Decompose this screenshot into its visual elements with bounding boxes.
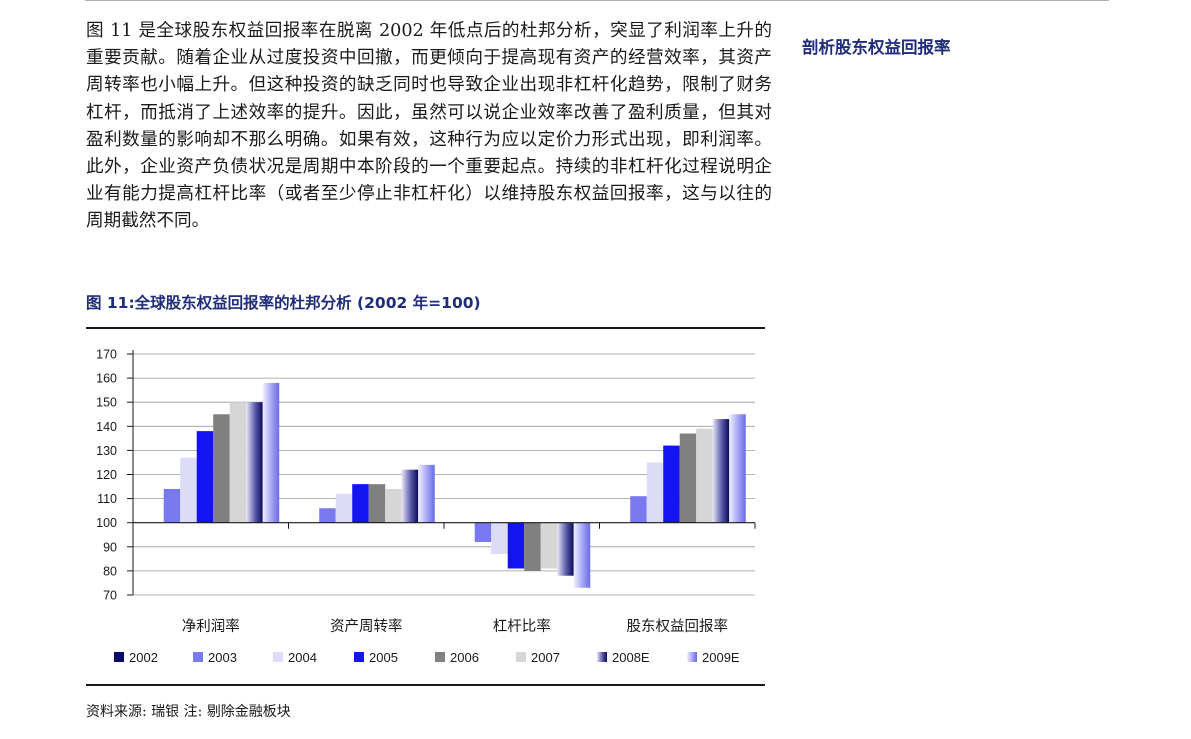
legend: 2002 2003 2004 2005 2006 2007 2008E 2009E: [114, 650, 740, 665]
y-tick-label: 140: [96, 420, 117, 434]
legend-label: 2002: [129, 650, 158, 665]
legend-swatch-2004: [273, 652, 283, 662]
legend-swatch-2006: [435, 652, 445, 662]
bar-2008E-净利润率: [246, 402, 263, 523]
y-tick-label: 160: [96, 372, 117, 386]
bar-2008E-股东权益回报率: [712, 419, 730, 523]
bar-2004-净利润率: [180, 457, 197, 523]
bar-2009E-股东权益回报率: [729, 414, 746, 523]
bar-2006-杠杆比率: [524, 522, 541, 571]
bar-2009E-杠杆比率: [573, 522, 591, 588]
bar-2005-股东权益回报率: [663, 445, 680, 523]
legend-label: 2005: [369, 650, 398, 665]
bar-2007-股东权益回报率: [696, 428, 713, 523]
y-tick-label: 80: [103, 564, 117, 578]
bar-2006-资产周转率: [368, 484, 386, 523]
bar-2004-资产周转率: [335, 493, 353, 523]
header-rule: [85, 0, 1109, 1]
axes: [127, 350, 756, 596]
bar-2008E-杠杆比率: [557, 522, 574, 576]
bar-2004-股东权益回报率: [646, 462, 664, 523]
source-note: 资料来源: 瑞银 注: 剔除金融板块: [86, 704, 291, 720]
y-tick-label: 130: [96, 444, 117, 458]
y-tick-label: 110: [97, 492, 117, 506]
y-tick-label: 100: [96, 516, 117, 530]
bar-2003-杠杆比率: [474, 522, 492, 542]
y-tick-label: 120: [96, 468, 117, 482]
legend-label: 2009E: [702, 650, 740, 665]
bar-2008E-资产周转率: [401, 469, 419, 523]
bar-2003-净利润率: [163, 488, 181, 523]
dupont-bar-chart: 70 80 90 100 110 120 130 140 150 160 170 净利润率 资产周转率…: [96, 348, 756, 665]
y-tick-label: 150: [96, 396, 117, 410]
legend-label: 2008E: [612, 650, 650, 665]
legend-swatch-2009E: [687, 652, 697, 662]
bar-2007-资产周转率: [385, 488, 402, 523]
bar-2004-杠杆比率: [491, 522, 508, 555]
legend-swatch-2008E: [597, 652, 607, 662]
figure-title: 图 11:全球股东权益回报率的杜邦分析 (2002 年=100): [86, 294, 481, 312]
bar-2003-资产周转率: [319, 508, 336, 523]
category-label: 杠杆比率: [493, 618, 551, 635]
bar-2007-净利润率: [229, 402, 247, 523]
bar-2003-股东权益回报率: [630, 496, 647, 523]
bar-2005-净利润率: [196, 431, 214, 523]
legend-label: 2006: [450, 650, 479, 665]
category-labels: 净利润率 资产周转率 杠杆比率 股东权益回报率: [182, 618, 728, 635]
legend-swatch-2005: [354, 652, 364, 662]
legend-swatch-2002: [114, 652, 124, 662]
bar-2007-杠杆比率: [540, 522, 558, 569]
body-paragraph: 图 11 是全球股东权益回报率在脱离 2002 年低点后的杜邦分析，突显了利润率…: [86, 21, 772, 232]
category-label: 资产周转率: [330, 618, 403, 635]
legend-swatch-2003: [193, 652, 203, 662]
y-tick-label: 170: [96, 348, 117, 362]
y-tick-label: 90: [103, 540, 117, 554]
figure-top-rule: [86, 327, 765, 329]
sidebar-heading: 剖析股东权益回报率: [802, 38, 951, 57]
legend-label: 2004: [288, 650, 317, 665]
bar-2009E-资产周转率: [418, 464, 435, 523]
bar-2006-净利润率: [213, 414, 230, 523]
legend-label: 2003: [208, 650, 237, 665]
category-label: 净利润率: [182, 618, 240, 635]
category-label: 股东权益回报率: [627, 618, 729, 635]
bars: [163, 382, 746, 588]
y-tick-label: 70: [103, 589, 117, 603]
bar-2006-股东权益回报率: [679, 433, 697, 523]
figure-bottom-rule: [86, 684, 765, 686]
legend-label: 2007: [531, 650, 560, 665]
legend-swatch-2007: [516, 652, 526, 662]
y-axis-tick-labels: 70 80 90 100 110 120 130 140 150 160 170: [96, 348, 117, 603]
bar-2005-杠杆比率: [507, 522, 525, 569]
bar-2009E-净利润率: [262, 382, 280, 523]
bar-2005-资产周转率: [352, 484, 369, 523]
